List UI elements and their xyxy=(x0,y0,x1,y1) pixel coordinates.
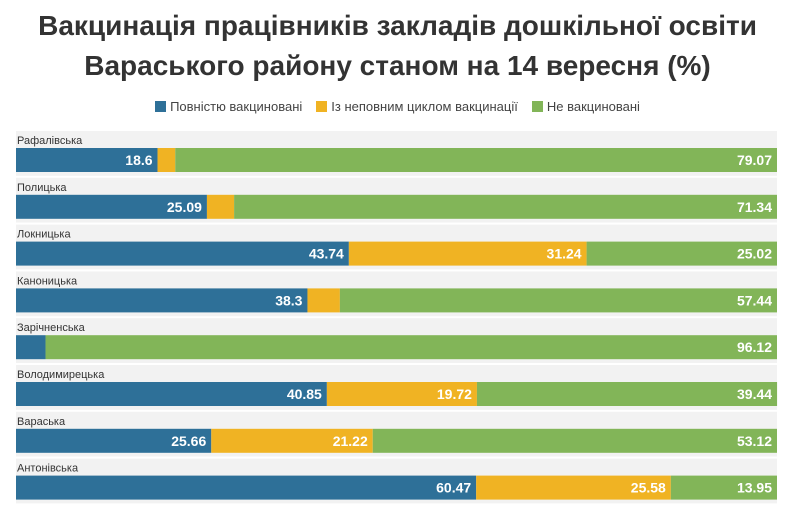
chart-title: Вакцинація працівників закладів дошкільн… xyxy=(0,6,795,86)
legend-label-partial: Із неповним циклом вакцинації xyxy=(331,99,518,114)
bar-segment-full xyxy=(16,428,212,453)
bar-segment-none xyxy=(670,475,777,500)
data-label-partial: 31.24 xyxy=(547,246,582,262)
category-label: Володимирецька xyxy=(17,369,105,381)
data-label-none: 71.34 xyxy=(737,199,772,215)
data-label-none: 13.95 xyxy=(737,480,772,496)
legend: Повністю вакциновані Із неповним циклом … xyxy=(0,99,795,114)
data-label-none: 79.07 xyxy=(737,152,772,168)
bar-segment-none xyxy=(476,382,778,406)
bar-segment-partial xyxy=(326,382,477,406)
data-label-none: 53.12 xyxy=(737,433,772,449)
data-label-none: 96.12 xyxy=(737,339,772,355)
legend-swatch-full xyxy=(155,101,167,112)
chart-title-line-1: Вакцинація працівників закладів дошкільн… xyxy=(38,10,757,41)
bar-segment-partial xyxy=(476,475,671,500)
data-label-full: 25.09 xyxy=(167,199,202,215)
bar-segment-partial xyxy=(211,428,373,453)
bar-segment-none xyxy=(45,335,778,360)
bar-segment-none xyxy=(586,241,777,266)
chart-title-line-2: Вараського району станом на 14 вересня (… xyxy=(84,50,711,81)
bar-segment-full xyxy=(16,382,327,406)
bar-segment-none xyxy=(234,194,777,219)
legend-swatch-none xyxy=(531,101,543,112)
data-label-none: 25.02 xyxy=(737,246,772,262)
data-label-none: 39.44 xyxy=(737,386,772,402)
category-label: Полицька xyxy=(17,182,67,194)
bar-segment-partial xyxy=(348,241,587,266)
data-label-full: 18.6 xyxy=(125,152,152,168)
category-label: Рафалівська xyxy=(17,135,83,147)
category-label: Антонівська xyxy=(17,463,79,475)
category-label: Каноницька xyxy=(17,275,78,287)
legend-item-none: Не вакциновані xyxy=(531,99,640,114)
legend-swatch-partial xyxy=(316,101,328,112)
bar-segment-partial xyxy=(157,148,176,172)
bar-segment-partial xyxy=(206,194,235,219)
bar-segment-full xyxy=(16,194,207,219)
category-label: Зарічненська xyxy=(17,322,86,334)
category-label: Вараська xyxy=(17,416,66,428)
data-label-none: 57.44 xyxy=(737,292,772,308)
bar-segment-partial xyxy=(307,288,340,313)
legend-label-none: Не вакциновані xyxy=(546,99,640,114)
bar-segment-full xyxy=(16,475,477,500)
legend-item-full: Повністю вакциновані xyxy=(155,99,302,114)
bar-segment-none xyxy=(372,428,777,453)
bar-segment-full xyxy=(16,288,308,313)
data-label-partial: 21.22 xyxy=(333,433,368,449)
bar-segment-none xyxy=(175,148,778,172)
legend-label-full: Повністю вакциновані xyxy=(170,99,303,114)
data-label-full: 60.47 xyxy=(436,480,471,496)
bar-segment-none xyxy=(339,288,777,313)
data-label-full: 38.3 xyxy=(275,292,302,308)
data-label-full: 40.85 xyxy=(287,386,322,402)
bar-segment-full xyxy=(16,335,46,360)
category-label: Локницька xyxy=(17,229,71,241)
data-label-full: 25.66 xyxy=(171,433,206,449)
bar-segment-full xyxy=(16,241,349,266)
data-label-partial: 25.58 xyxy=(631,480,666,496)
bar-segment-full xyxy=(16,148,158,172)
legend-item-partial: Із неповним циклом вакцинації xyxy=(316,99,518,114)
data-label-full: 43.74 xyxy=(309,246,344,262)
data-label-partial: 19.72 xyxy=(437,386,472,402)
